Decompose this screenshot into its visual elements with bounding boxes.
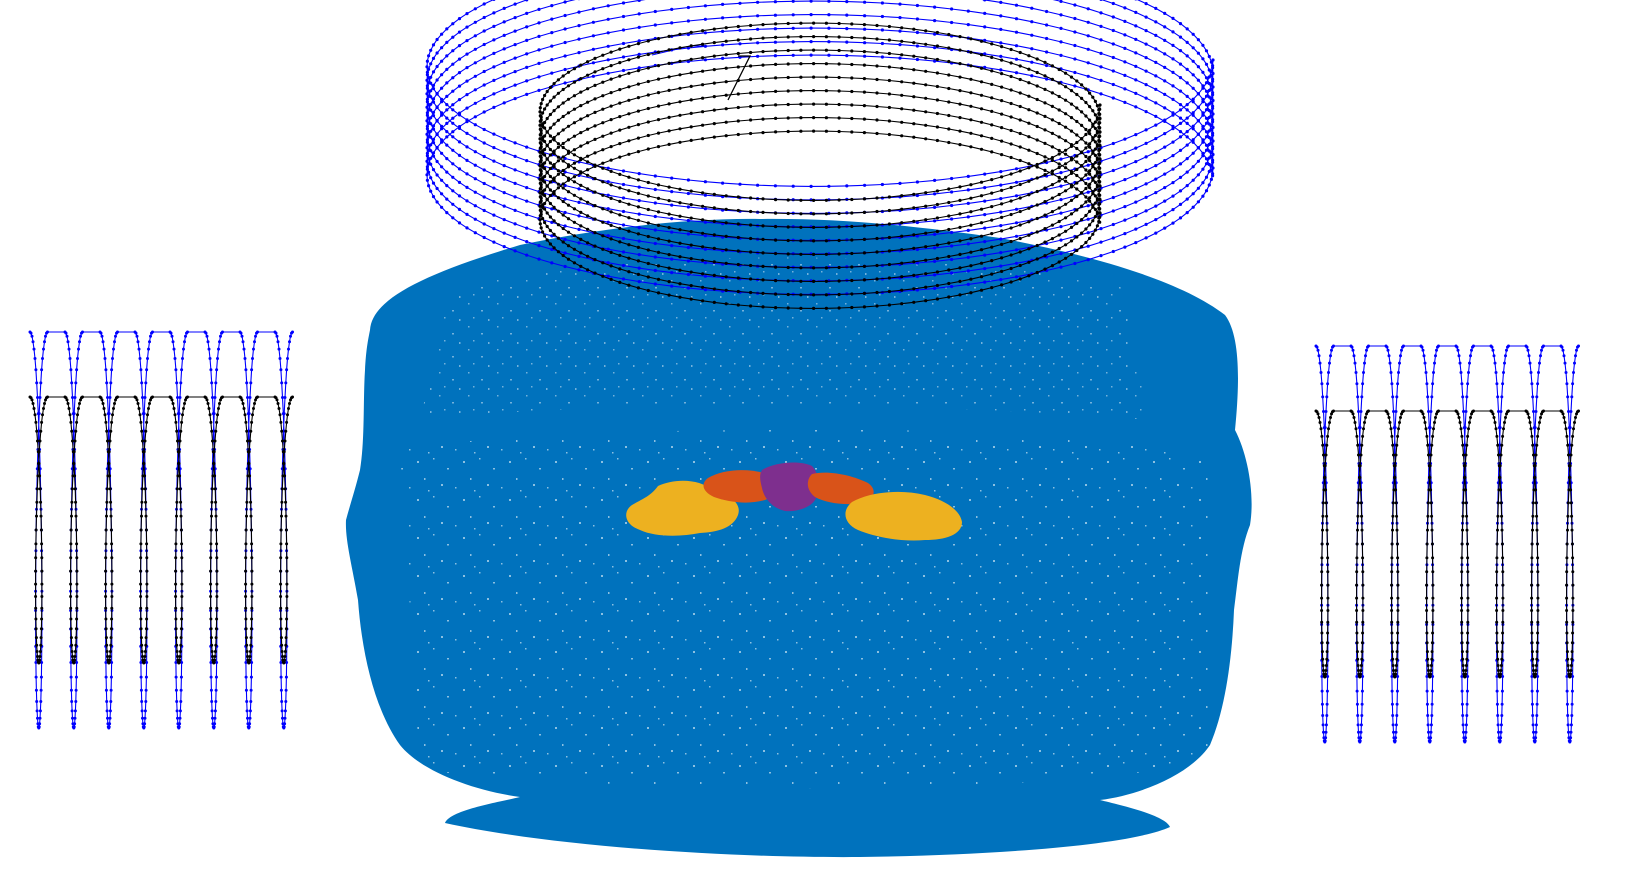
head-speckle-overlay — [400, 430, 1210, 789]
left-coil-inner-line — [29, 396, 293, 665]
left-coil-inner-sample-points — [28, 395, 294, 665]
head-point-cloud — [345, 218, 1252, 858]
left-side-coil — [28, 330, 294, 730]
inner-helical-coil — [538, 21, 1102, 310]
inner-coil-sample-points — [538, 21, 1102, 310]
left-orange-region — [703, 470, 775, 503]
left-coil-outer-line — [29, 331, 293, 730]
right-coil-outer-line — [1315, 345, 1579, 744]
outer-helical-coil — [425, 0, 1215, 296]
right-coil-inner-line — [1315, 410, 1579, 679]
right-side-coil — [1314, 344, 1580, 744]
outer-coil-sample-points — [425, 0, 1215, 296]
right-coil-inner-sample-points — [1314, 409, 1580, 679]
head-speckle-overlay-top — [420, 257, 1150, 420]
center-purple-region — [760, 462, 820, 512]
left-coil-outer-sample-points — [28, 330, 294, 730]
inner-coil-lead — [727, 55, 752, 101]
right-coil-outer-sample-points — [1314, 344, 1580, 744]
brain-regions — [626, 462, 962, 541]
right-orange-region — [807, 472, 874, 505]
right-yellow-region — [845, 491, 962, 541]
